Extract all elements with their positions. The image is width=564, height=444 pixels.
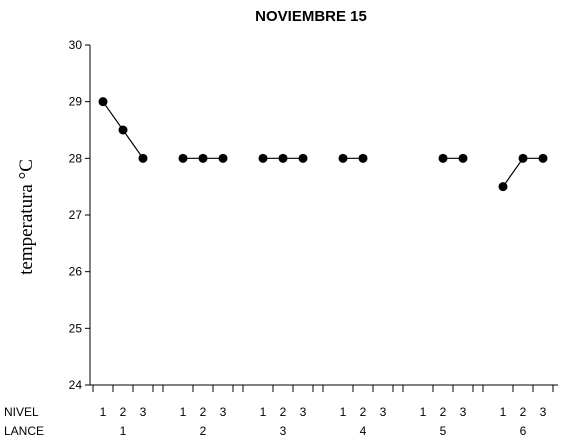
- nivel-tick-label: 3: [460, 405, 467, 419]
- y-tick-label: 26: [69, 265, 83, 279]
- chart-title: NOVIEMBRE 15: [255, 8, 367, 25]
- y-tick-label: 24: [69, 378, 83, 392]
- data-point: [258, 153, 268, 163]
- lance-tick-label: 1: [120, 424, 127, 438]
- data-point: [358, 153, 368, 163]
- data-point: [178, 153, 188, 163]
- data-point: [298, 153, 308, 163]
- nivel-tick-label: 2: [200, 405, 207, 419]
- data-point: [338, 153, 348, 163]
- lance-tick-label: 4: [360, 424, 367, 438]
- nivel-tick-label: 1: [340, 405, 347, 419]
- data-point: [518, 153, 528, 163]
- y-tick-label: 25: [69, 321, 83, 335]
- nivel-tick-label: 1: [420, 405, 427, 419]
- nivel-tick-label: 2: [360, 405, 367, 419]
- data-point: [118, 125, 128, 135]
- nivel-tick-label: 3: [380, 405, 387, 419]
- nivel-tick-label: 1: [180, 405, 187, 419]
- data-point: [98, 97, 108, 107]
- y-tick-label: 29: [69, 95, 83, 109]
- data-point: [438, 153, 448, 163]
- nivel-tick-label: 3: [540, 405, 547, 419]
- data-point: [218, 153, 228, 163]
- lance-tick-label: 5: [440, 424, 447, 438]
- y-axis-label: temperatura °C: [16, 159, 37, 275]
- data-point: [278, 153, 288, 163]
- nivel-tick-label: 2: [120, 405, 127, 419]
- data-point: [538, 153, 548, 163]
- lance-tick-label: 2: [200, 424, 207, 438]
- lance-tick-label: 3: [280, 424, 287, 438]
- nivel-tick-label: 1: [100, 405, 107, 419]
- nivel-tick-label: 1: [260, 405, 267, 419]
- nivel-tick-label: 2: [440, 405, 447, 419]
- y-tick-label: 30: [69, 38, 83, 52]
- data-point: [138, 153, 148, 163]
- nivel-tick-label: 3: [300, 405, 307, 419]
- lance-row-label: LANCE: [4, 424, 44, 438]
- nivel-tick-label: 2: [520, 405, 527, 419]
- nivel-tick-label: 3: [220, 405, 227, 419]
- y-tick-label: 28: [69, 151, 83, 165]
- nivel-tick-label: 1: [500, 405, 507, 419]
- nivel-tick-label: 3: [140, 405, 147, 419]
- data-point: [458, 153, 468, 163]
- nivel-tick-label: 2: [280, 405, 287, 419]
- data-point: [198, 153, 208, 163]
- nivel-row-label: NIVEL: [4, 405, 39, 419]
- data-point: [498, 182, 508, 192]
- y-tick-label: 27: [69, 208, 83, 222]
- lance-tick-label: 6: [520, 424, 527, 438]
